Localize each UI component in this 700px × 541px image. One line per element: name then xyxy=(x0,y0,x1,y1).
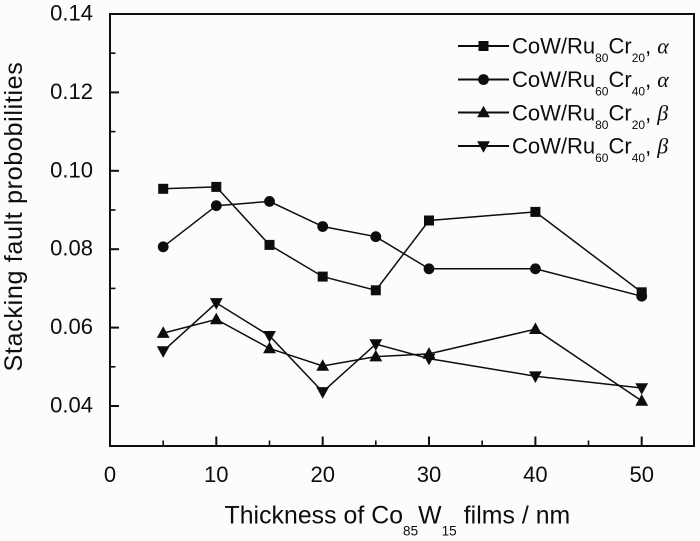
svg-text:10: 10 xyxy=(204,462,228,487)
svg-text:20: 20 xyxy=(310,462,334,487)
svg-text:0.08: 0.08 xyxy=(50,236,93,261)
svg-text:30: 30 xyxy=(417,462,441,487)
svg-text:0.06: 0.06 xyxy=(50,314,93,339)
svg-text:0.14: 0.14 xyxy=(50,1,93,26)
svg-text:CoW/Ru60Cr40, α: CoW/Ru60Cr40, α xyxy=(512,67,669,99)
svg-text:CoW/Ru80Cr20, α: CoW/Ru80Cr20, α xyxy=(512,34,669,66)
svg-text:0.10: 0.10 xyxy=(50,157,93,182)
svg-text:Stacking fault probobilities: Stacking fault probobilities xyxy=(0,62,28,372)
svg-text:50: 50 xyxy=(629,462,653,487)
svg-text:CoW/Ru80Cr20, β: CoW/Ru80Cr20, β xyxy=(512,101,668,133)
svg-text:0.12: 0.12 xyxy=(50,79,93,104)
svg-text:0: 0 xyxy=(104,462,116,487)
svg-text:0.04: 0.04 xyxy=(50,393,93,418)
svg-text:Thickness of Co85W15 films / n: Thickness of Co85W15 films / nm xyxy=(225,503,571,539)
svg-text:40: 40 xyxy=(523,462,547,487)
svg-text:CoW/Ru60Cr40, β: CoW/Ru60Cr40, β xyxy=(512,134,668,166)
